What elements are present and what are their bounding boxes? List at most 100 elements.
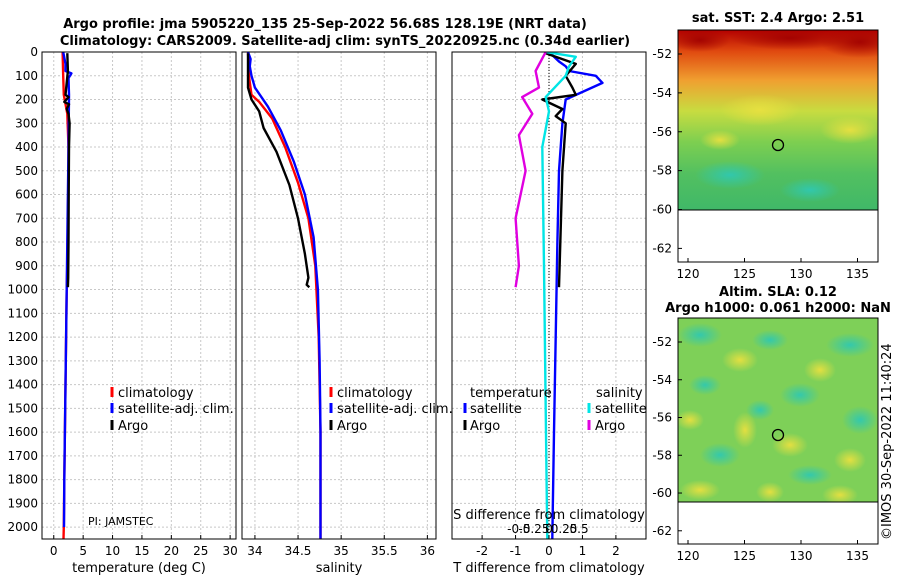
x-axis-label: T difference from climatology xyxy=(452,561,645,576)
grid xyxy=(42,51,236,539)
series-line-climatology xyxy=(246,52,322,539)
map-y-tick-label: -56 xyxy=(652,125,672,139)
sla-map-title-line1: Altim. SLA: 0.12 xyxy=(719,285,837,300)
depth-tick-label: 400 xyxy=(15,140,38,154)
legend-t-argo-label: Argo xyxy=(470,419,500,434)
sla-blob xyxy=(780,383,820,407)
difference-panel: -2 -1 0 1 2 T difference from climatology -0.5… xyxy=(451,51,647,576)
temperature-panel: 0 5 10 15 20 25 30 temperature (deg C) xyxy=(41,51,238,576)
depth-tick-label: 600 xyxy=(15,188,38,202)
sla-blob xyxy=(822,485,858,502)
x-tick-label: 35 xyxy=(334,544,349,558)
map-y-tick-label: -56 xyxy=(652,411,672,425)
depth-tick-label: 1700 xyxy=(7,449,38,463)
x-tick-label: 15 xyxy=(134,544,149,558)
x-tick-label: 2 xyxy=(612,544,620,558)
map-x-tick-label: 130 xyxy=(790,549,813,563)
sla-blob xyxy=(756,482,784,502)
depth-tick-label: 0 xyxy=(30,45,38,59)
pi-label: PI: JAMSTEC xyxy=(88,515,154,528)
sla-blob xyxy=(842,406,878,434)
sst-map-axes: -52 -54 -56 -58 -60 -62 120 125 130 135 xyxy=(652,47,869,281)
x-tick-label: 0 xyxy=(50,544,58,558)
depth-tick-label: 300 xyxy=(15,116,38,130)
series-group xyxy=(61,52,73,539)
map-y-tick-label: -60 xyxy=(652,486,672,500)
depth-tick-label: 1000 xyxy=(7,283,38,297)
x-tick-label: 25 xyxy=(193,544,208,558)
sst-map-title: sat. SST: 2.4 Argo: 2.51 xyxy=(692,11,864,26)
series-group xyxy=(246,52,322,539)
series-line-temperature-satellite xyxy=(548,52,604,539)
sla-blob xyxy=(772,433,808,457)
depth-tick-label: 1300 xyxy=(7,354,38,368)
legend-s-satellite-label: satellite xyxy=(595,402,647,417)
depth-tick-label: 1800 xyxy=(7,473,38,487)
x2-tick-label: -0.5 xyxy=(507,522,530,536)
sla-blob xyxy=(678,410,704,430)
x-tick-label: 30 xyxy=(222,544,237,558)
series-line-argo xyxy=(63,53,71,288)
salinity-panel: 34 34.5 35 35.5 36 salinity xyxy=(241,51,437,576)
depth-tick-label: 200 xyxy=(15,93,38,107)
sla-blob xyxy=(752,330,788,350)
difference-legend: temperature satellite Argo salinity sate… xyxy=(463,386,647,434)
map-y-tick-label: -58 xyxy=(652,448,672,462)
map-x-tick-label: 135 xyxy=(846,267,869,281)
sla-blob xyxy=(700,443,740,467)
depth-tick-label: 1600 xyxy=(7,425,38,439)
x-tick-label: -1 xyxy=(510,544,522,558)
legend-satellite-label: satellite-adj. clim. xyxy=(337,402,453,417)
figure-title-line1: Argo profile: jma 5905220_135 25-Sep-202… xyxy=(63,17,587,32)
sst-map xyxy=(678,30,878,210)
depth-tick-label: 1400 xyxy=(7,378,38,392)
map-y-tick-label: -60 xyxy=(652,203,672,217)
x-tick-label: 36 xyxy=(420,544,435,558)
x2-tick-label: 0 xyxy=(545,522,553,536)
sla-blobs xyxy=(678,323,878,502)
x2-tick-label: 0.25 xyxy=(551,522,578,536)
map-x-tick-label: 120 xyxy=(677,267,700,281)
sla-blob xyxy=(804,358,836,382)
x-tick-label: -2 xyxy=(476,544,488,558)
legend-s-argo-label: Argo xyxy=(595,419,625,434)
sla-blob xyxy=(733,412,757,448)
series-line-satellite-adj-clim- xyxy=(246,52,322,539)
sla-blob xyxy=(826,333,874,357)
x-tick-label: 10 xyxy=(105,544,120,558)
series-group xyxy=(514,52,604,539)
map-y-tick-label: -58 xyxy=(652,164,672,178)
x-tick-label: 5 xyxy=(79,544,87,558)
salinity-legend: climatology satellite-adj. clim. Argo xyxy=(329,386,453,434)
sla-map-axes: -52 -54 -56 -58 -60 -62 120 125 130 135 xyxy=(652,335,869,563)
legend-satellite-label: satellite-adj. clim. xyxy=(118,402,234,417)
depth-tick-label: 900 xyxy=(15,259,38,273)
depth-tick-label: 1500 xyxy=(7,401,38,415)
x-tick-label: 0 xyxy=(545,544,553,558)
map-x-tick-label: 120 xyxy=(677,549,700,563)
x2-tick-label: 0.5 xyxy=(570,522,589,536)
sst-argo-marker xyxy=(771,138,785,152)
sla-blob xyxy=(788,465,832,485)
depth-tick-label: 700 xyxy=(15,211,38,225)
depth-tick-label: 2000 xyxy=(7,520,38,534)
depth-tick-label: 500 xyxy=(15,164,38,178)
x-tick-label: 1 xyxy=(579,544,587,558)
legend-argo-label: Argo xyxy=(118,419,148,434)
map-y-tick-label: -62 xyxy=(652,241,672,255)
depth-tick-label: 800 xyxy=(15,235,38,249)
x2-tick-label: -0.25 xyxy=(518,522,549,536)
legend-t-satellite-label: satellite xyxy=(470,402,522,417)
map-x-tick-label: 130 xyxy=(790,267,813,281)
depth-tick-label: 1900 xyxy=(7,496,38,510)
map-x-tick-label: 125 xyxy=(733,549,756,563)
sla-blob xyxy=(834,448,866,472)
sla-blob xyxy=(678,323,722,347)
grid xyxy=(242,51,436,539)
x-axis-label: salinity xyxy=(316,561,363,576)
s-difference-axis-label: S difference from climatology xyxy=(453,508,645,523)
sla-blob xyxy=(746,400,774,420)
series-line-salinity-satellite xyxy=(541,52,577,539)
series-line-salinity-argo xyxy=(514,52,547,288)
